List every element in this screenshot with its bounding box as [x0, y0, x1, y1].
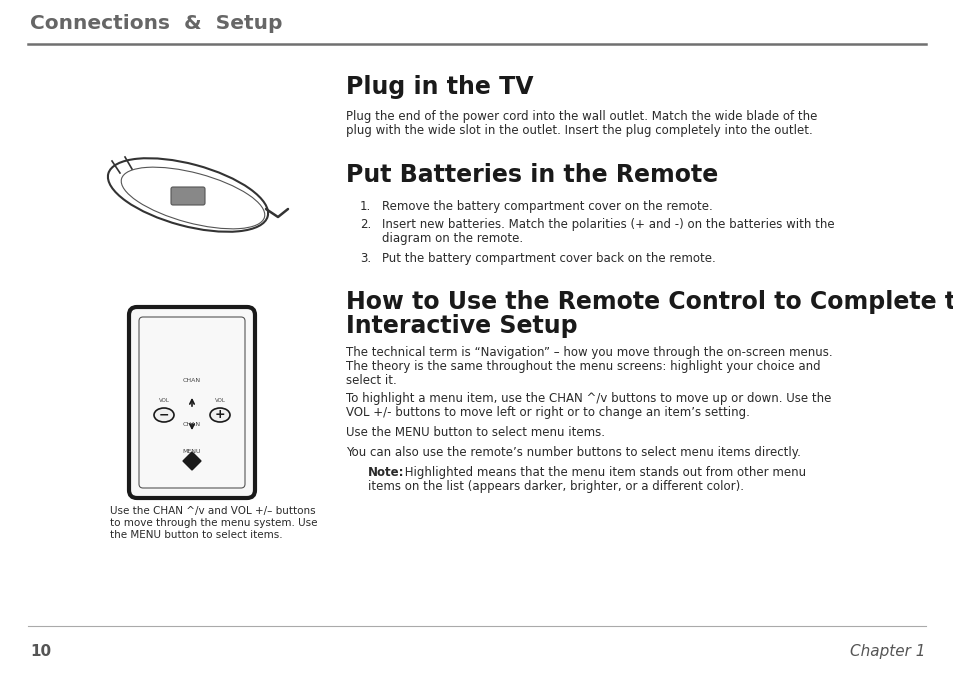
Text: VOL +/- buttons to move left or right or to change an item’s setting.: VOL +/- buttons to move left or right or… [346, 406, 749, 419]
Text: Put the battery compartment cover back on the remote.: Put the battery compartment cover back o… [381, 252, 715, 265]
Text: CHAN: CHAN [183, 378, 201, 383]
Text: Chapter 1: Chapter 1 [850, 644, 925, 659]
Text: The theory is the same throughout the menu screens: highlight your choice and: The theory is the same throughout the me… [346, 360, 820, 373]
Text: Use the MENU button to select menu items.: Use the MENU button to select menu items… [346, 426, 604, 439]
Text: the MENU button to select items.: the MENU button to select items. [110, 530, 282, 540]
Text: select it.: select it. [346, 374, 396, 387]
Text: Highlighted means that the menu item stands out from other menu: Highlighted means that the menu item sta… [400, 466, 805, 479]
Text: to move through the menu system. Use: to move through the menu system. Use [110, 518, 317, 528]
Text: To highlight a menu item, use the CHAN ^/v buttons to move up or down. Use the: To highlight a menu item, use the CHAN ^… [346, 392, 830, 405]
Text: items on the list (appears darker, brighter, or a different color).: items on the list (appears darker, brigh… [368, 480, 743, 493]
Polygon shape [183, 452, 201, 470]
Text: You can also use the remote’s number buttons to select menu items directly.: You can also use the remote’s number but… [346, 446, 800, 459]
Text: Remove the battery compartment cover on the remote.: Remove the battery compartment cover on … [381, 200, 712, 213]
Text: Plug in the TV: Plug in the TV [346, 75, 533, 99]
Text: 2.: 2. [359, 218, 371, 231]
Text: diagram on the remote.: diagram on the remote. [381, 232, 522, 245]
Text: VOL: VOL [158, 398, 170, 403]
Ellipse shape [153, 408, 173, 422]
Text: The technical term is “Navigation” – how you move through the on-screen menus.: The technical term is “Navigation” – how… [346, 346, 832, 359]
Text: plug with the wide slot in the outlet. Insert the plug completely into the outle: plug with the wide slot in the outlet. I… [346, 124, 812, 137]
Text: 10: 10 [30, 644, 51, 659]
Text: Use the CHAN ^/v and VOL +/– buttons: Use the CHAN ^/v and VOL +/– buttons [110, 506, 315, 516]
FancyBboxPatch shape [129, 307, 254, 498]
Text: Note:: Note: [368, 466, 404, 479]
Text: VOL: VOL [214, 398, 225, 403]
Text: MENU: MENU [183, 449, 201, 454]
Text: Plug the end of the power cord into the wall outlet. Match the wide blade of the: Plug the end of the power cord into the … [346, 110, 817, 123]
Text: CHAN: CHAN [183, 422, 201, 427]
Text: Connections  &  Setup: Connections & Setup [30, 14, 282, 33]
Text: Insert new batteries. Match the polarities (+ and -) on the batteries with the: Insert new batteries. Match the polariti… [381, 218, 834, 231]
Text: +: + [214, 408, 225, 421]
FancyBboxPatch shape [171, 187, 205, 205]
Text: 1.: 1. [359, 200, 371, 213]
Text: How to Use the Remote Control to Complete the: How to Use the Remote Control to Complet… [346, 290, 953, 314]
Ellipse shape [210, 408, 230, 422]
Text: 3.: 3. [359, 252, 371, 265]
Text: Interactive Setup: Interactive Setup [346, 314, 577, 338]
Text: Put Batteries in the Remote: Put Batteries in the Remote [346, 163, 718, 187]
Text: −: − [158, 408, 169, 421]
